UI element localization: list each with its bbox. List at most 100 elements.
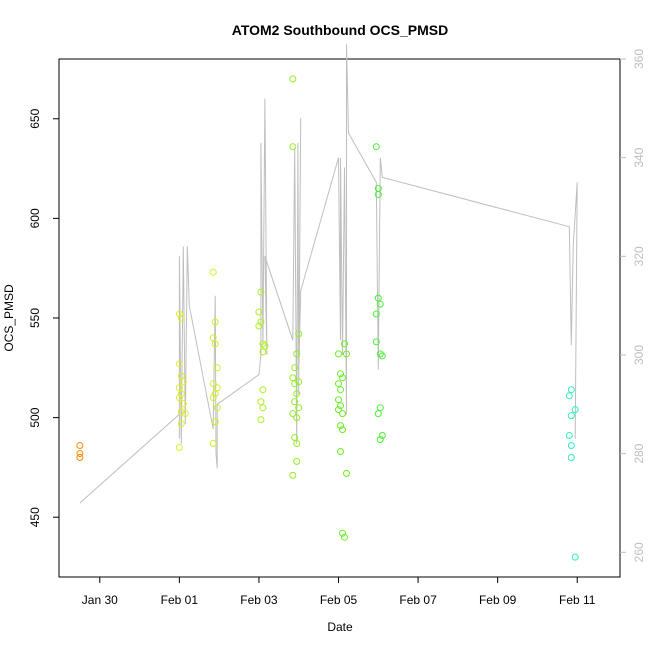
data-point	[343, 350, 350, 358]
y-tick-label: 450	[28, 507, 42, 527]
series-line	[79, 44, 578, 504]
data-point	[179, 400, 187, 408]
data-point	[571, 406, 579, 414]
data-point	[255, 322, 263, 330]
y-tick-label: 550	[28, 308, 42, 328]
y2-tick-label: 260	[632, 542, 646, 562]
y2-tick-label: 340	[632, 147, 646, 167]
data-point	[293, 440, 301, 447]
x-tick-label: Feb 01	[161, 593, 199, 607]
data-point	[376, 300, 384, 308]
data-point	[376, 350, 384, 358]
series-line-path	[79, 44, 578, 504]
data-point	[175, 310, 183, 318]
y-tick-label: 600	[28, 208, 42, 228]
data-point	[335, 396, 342, 404]
data-point	[211, 318, 219, 326]
data-point	[337, 448, 344, 455]
data-point	[76, 442, 84, 449]
y-tick-label: 650	[28, 108, 42, 128]
y2-tick-label: 360	[632, 49, 646, 69]
data-point	[289, 471, 297, 479]
data-point	[209, 380, 217, 388]
data-point	[341, 340, 348, 348]
data-point	[289, 410, 297, 418]
data-point	[257, 416, 265, 424]
data-point	[295, 378, 303, 386]
data-point	[293, 350, 301, 358]
y-axis-title: OCS_PMSD	[2, 284, 16, 352]
data-point	[259, 348, 267, 356]
data-point	[567, 386, 575, 394]
data-point	[337, 386, 344, 394]
data-point	[339, 529, 346, 537]
data-point	[179, 378, 187, 386]
data-point	[571, 553, 579, 561]
data-point	[291, 398, 299, 406]
x-tick-label: Jan 30	[82, 593, 118, 607]
data-point	[177, 390, 185, 398]
data-point	[259, 404, 267, 412]
data-point	[177, 314, 185, 322]
data-point	[335, 350, 342, 358]
data-point	[209, 394, 217, 402]
data-point	[295, 404, 303, 412]
data-point	[289, 374, 297, 382]
data-point	[567, 442, 575, 449]
data-point	[376, 404, 384, 412]
y2-tick-label: 280	[632, 443, 646, 463]
data-point	[175, 384, 183, 392]
x-tick-label: Feb 03	[240, 593, 278, 607]
data-point	[289, 143, 297, 151]
data-point	[213, 364, 221, 372]
data-point	[378, 352, 386, 360]
data-point	[378, 432, 386, 439]
data-point	[339, 410, 346, 418]
x-tick-label: Feb 11	[559, 593, 596, 607]
data-point	[261, 342, 269, 350]
data-point	[213, 404, 221, 412]
data-points	[76, 75, 579, 561]
x-tick-label: Feb 09	[479, 593, 517, 607]
data-point	[76, 454, 84, 461]
data-point	[376, 436, 384, 443]
data-point	[295, 330, 303, 338]
data-point	[291, 364, 299, 372]
data-point	[257, 288, 265, 296]
data-point	[293, 457, 301, 465]
data-point	[76, 450, 84, 457]
data-point	[175, 444, 183, 451]
x-tick-label: Feb 07	[399, 593, 437, 607]
x-axis: Jan 30 Feb 01 Feb 03 Feb 05 Feb 07 Feb 09 Feb …	[82, 577, 596, 607]
data-point	[177, 420, 185, 428]
y-axis: 450 500 550 600 650	[28, 108, 59, 527]
data-point	[372, 143, 380, 151]
y-tick-label: 500	[28, 407, 42, 427]
y2-tick-label: 300	[632, 345, 646, 365]
data-point	[339, 426, 346, 434]
x-axis-title: Date	[327, 620, 353, 634]
data-point	[175, 360, 183, 368]
data-point	[211, 390, 219, 398]
data-point	[289, 75, 297, 83]
data-point	[211, 418, 219, 426]
data-point	[337, 422, 344, 430]
data-point	[209, 440, 217, 447]
data-point	[177, 408, 185, 416]
data-point	[259, 386, 267, 394]
data-point	[291, 434, 299, 441]
data-point	[335, 406, 342, 414]
data-point	[565, 432, 573, 439]
data-point	[255, 308, 263, 316]
data-point	[372, 338, 380, 346]
data-point	[209, 268, 217, 276]
data-point	[257, 318, 265, 326]
data-point	[339, 374, 346, 382]
x-tick-label: Feb 05	[320, 593, 358, 607]
data-point	[374, 410, 382, 418]
data-point	[337, 402, 344, 410]
data-point	[341, 533, 348, 541]
data-point	[335, 380, 342, 388]
data-point	[337, 370, 344, 378]
data-point	[259, 340, 267, 348]
